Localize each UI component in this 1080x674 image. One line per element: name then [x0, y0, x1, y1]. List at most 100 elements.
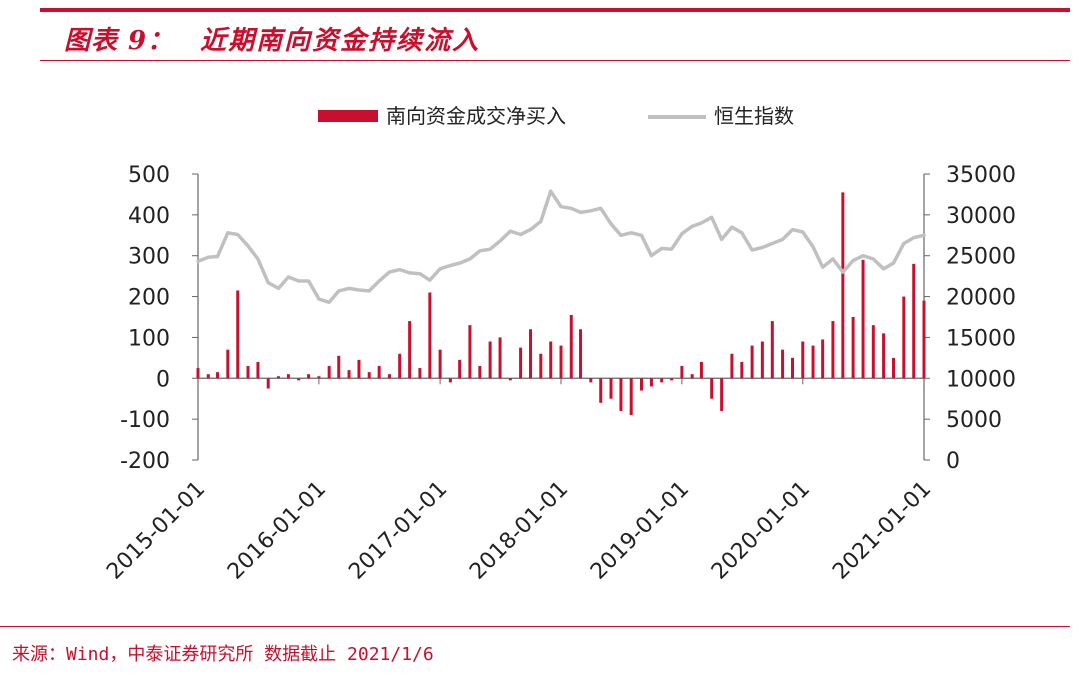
legend-bar-swatch: [318, 110, 378, 122]
right-tick-label: 15000: [946, 326, 1016, 351]
bar: [720, 378, 724, 411]
bar: [760, 341, 764, 379]
source-note: 来源：Wind，中泰证券研究所 数据截止 2021/1/6: [12, 644, 434, 665]
bar: [922, 300, 926, 379]
bar: [629, 378, 633, 416]
bar: [418, 368, 422, 379]
bar: [438, 349, 442, 379]
chart-svg: 南向资金成交净买入 恒生指数 500 400 300 200 100 0 -100 -200 3…: [102, 104, 1016, 585]
bar: [730, 353, 734, 379]
figure-title: 近期南向资金持续流入: [200, 25, 481, 56]
bar: [609, 378, 613, 399]
left-tick-label: 300: [128, 245, 170, 270]
left-tick-label: 200: [128, 286, 170, 311]
bar: [871, 325, 875, 379]
bar: [639, 378, 643, 391]
left-tick-label: -100: [120, 408, 170, 433]
right-tick-label: 5000: [946, 408, 1002, 433]
bar: [357, 359, 361, 379]
left-tick-label: -200: [120, 449, 170, 474]
bar: [619, 378, 623, 411]
bar: [781, 349, 785, 379]
bar: [256, 361, 260, 379]
bar: [539, 353, 543, 379]
left-tick-label: 0: [156, 367, 170, 392]
bar: [286, 374, 290, 379]
bar: [699, 361, 703, 379]
line-series: [196, 189, 926, 305]
bar: [297, 378, 301, 381]
bar: [216, 372, 220, 379]
right-tick-label: 30000: [946, 204, 1016, 229]
bar: [519, 347, 523, 379]
bar: [680, 366, 684, 379]
bar: [478, 366, 482, 379]
bar: [902, 296, 906, 379]
figure-header: 图表 9： 近期南向资金持续流入: [64, 20, 480, 56]
bar: [448, 378, 452, 383]
footer-rule: [0, 626, 1070, 627]
left-tick-label: 100: [128, 326, 170, 351]
bar: [236, 290, 240, 379]
bar: [307, 374, 311, 379]
bar: [649, 378, 653, 387]
bar: [246, 366, 250, 379]
bar: [488, 341, 492, 379]
bar: [821, 339, 825, 379]
bar: [398, 353, 402, 379]
bar: [498, 337, 502, 379]
x-tick-label: 2021-01-01: [828, 477, 936, 585]
header-underline: [40, 60, 1070, 61]
legend-bar-label: 南向资金成交净买入: [386, 104, 566, 128]
bar: [458, 359, 462, 379]
bar: [740, 361, 744, 379]
hang-seng-line: [196, 189, 926, 305]
bar: [599, 378, 603, 403]
x-tick-label: 2017-01-01: [344, 477, 452, 585]
bar: [841, 192, 845, 379]
bar: [851, 317, 855, 379]
bar: [276, 376, 280, 379]
bar: [559, 345, 563, 379]
bar: [428, 292, 432, 379]
right-tick-label: 35000: [946, 163, 1016, 188]
right-tick-label: 0: [946, 449, 960, 474]
bar: [912, 263, 916, 379]
bar: [387, 374, 391, 379]
bar: [831, 321, 835, 379]
legend-line-label: 恒生指数: [714, 104, 794, 128]
bar: [347, 370, 351, 379]
bar: [569, 314, 573, 379]
bar: [670, 378, 674, 381]
bar: [266, 378, 270, 389]
bar: [750, 345, 754, 379]
x-tick-label: 2018-01-01: [465, 477, 573, 585]
bar: [811, 345, 815, 379]
bar: [226, 349, 230, 379]
x-tick-label: 2019-01-01: [586, 477, 694, 585]
bar: [549, 341, 553, 379]
bar: [882, 333, 886, 379]
bar: [892, 357, 896, 379]
bar: [589, 378, 593, 383]
bar: [690, 374, 694, 379]
bar: [660, 378, 664, 383]
bar: [317, 376, 321, 379]
bar: [468, 325, 472, 379]
right-tick-label: 25000: [946, 245, 1016, 270]
chart-container: 南向资金成交净买入 恒生指数 500 400 300 200 100 0 -100 -200 3…: [0, 90, 1080, 620]
header-top-rule: [40, 8, 1070, 12]
bar: [791, 357, 795, 379]
bar: [408, 321, 412, 379]
bar: [508, 378, 512, 381]
bar: [770, 321, 774, 379]
bar: [529, 329, 533, 379]
bar: [861, 259, 865, 379]
x-tick-label: 2015-01-01: [102, 477, 210, 585]
bar: [579, 329, 583, 379]
left-tick-label: 400: [128, 204, 170, 229]
bar: [206, 374, 210, 379]
left-tick-label: 500: [128, 163, 170, 188]
bar: [367, 372, 371, 379]
right-tick-label: 10000: [946, 367, 1016, 392]
